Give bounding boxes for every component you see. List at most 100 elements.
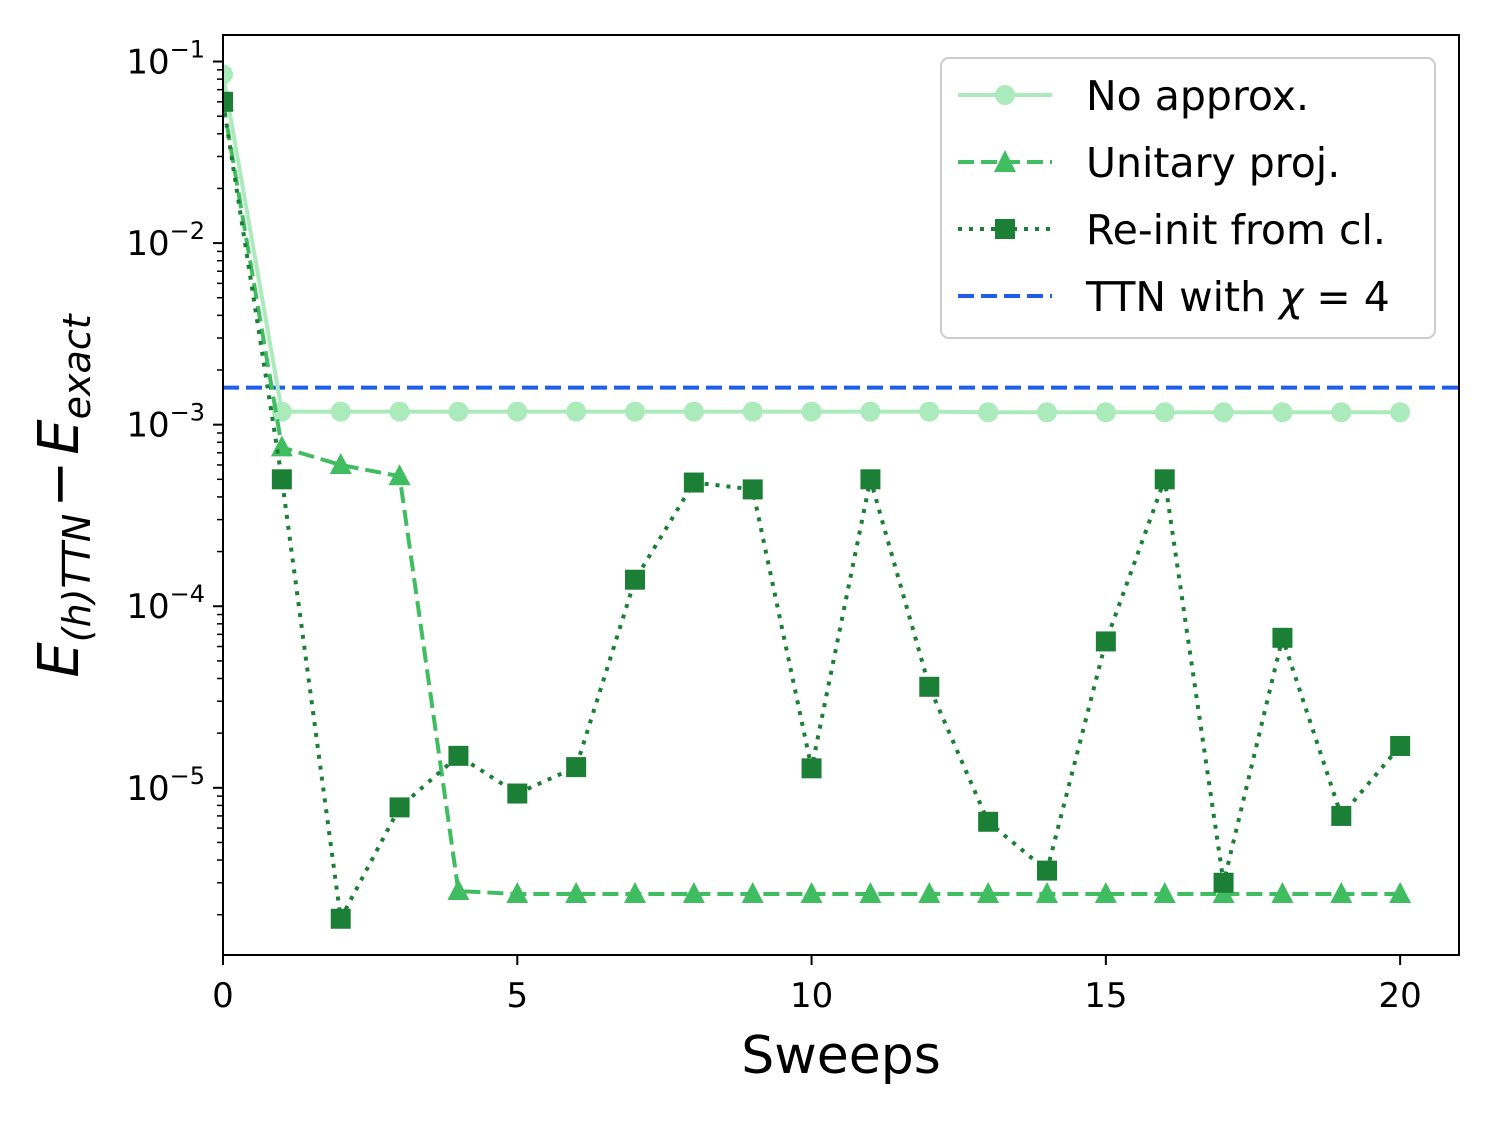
point-no-approx-11 (860, 401, 881, 422)
point-reinit-18 (1272, 627, 1293, 648)
point-unitary-proj-15 (1094, 882, 1117, 904)
point-reinit-4 (448, 745, 469, 766)
point-no-approx-19 (1331, 402, 1352, 423)
legend: No approx. Unitary proj. Re-init from cl… (940, 57, 1436, 339)
point-reinit-7 (625, 569, 645, 590)
axes-frame (222, 34, 1460, 956)
point-unitary-proj-2 (329, 452, 352, 474)
point-no-approx-8 (683, 401, 704, 422)
point-reinit-15 (1095, 631, 1116, 652)
point-reinit-9 (742, 479, 763, 500)
point-reinit-8 (683, 472, 704, 493)
legend-label-reinit: Re-init from cl. (1086, 206, 1386, 254)
x-tick-label-15: 15 (1084, 976, 1127, 1016)
legend-box (940, 57, 1436, 339)
point-no-approx-17 (1213, 402, 1234, 423)
point-no-approx-20 (1390, 402, 1411, 423)
legend-ttn-chi: χ (1277, 273, 1305, 321)
point-reinit-12 (919, 676, 940, 697)
legend-item-unitary-proj: Unitary proj. (958, 139, 1340, 187)
legend-label-unitary-proj: Unitary proj. (1086, 139, 1340, 187)
point-reinit-13 (978, 811, 999, 832)
point-no-approx-12 (919, 401, 940, 422)
y-title-base2: E (27, 419, 92, 455)
point-reinit-6 (566, 757, 587, 778)
x-tick-label-10: 10 (790, 976, 833, 1016)
point-unitary-proj-9 (741, 882, 764, 904)
plot-series (223, 64, 1459, 929)
legend-item-reinit: Re-init from cl. (958, 206, 1386, 254)
y-title-base: E (27, 642, 92, 678)
y-tick-label-0: 10−1 (126, 36, 205, 83)
point-unitary-proj-18 (1271, 882, 1294, 904)
point-reinit-10 (801, 758, 822, 779)
point-no-approx-3 (389, 401, 410, 422)
legend-item-ttn-chi4: TTN with χ = 4 (958, 273, 1390, 321)
legend-marker-triangle (994, 150, 1016, 172)
point-no-approx-0 (223, 64, 233, 85)
x-axis-title: Sweeps (741, 1026, 941, 1086)
point-reinit-2 (330, 908, 351, 929)
legend-marker-circle (995, 85, 1015, 105)
legend-label-no-approx: No approx. (1086, 72, 1309, 120)
point-no-approx-10 (801, 401, 822, 422)
legend-ttn-suffix: = 4 (1303, 273, 1390, 321)
point-reinit-20 (1390, 735, 1411, 756)
point-unitary-proj-19 (1330, 882, 1353, 904)
point-unitary-proj-3 (388, 464, 411, 486)
point-no-approx-14 (1037, 402, 1057, 423)
point-reinit-19 (1331, 805, 1352, 826)
point-unitary-proj-7 (624, 882, 646, 904)
series-reinit (223, 91, 1411, 929)
y-axis: 10−1 10−2 10−3 10−4 10−5 (126, 36, 223, 916)
plot-area (223, 64, 1459, 929)
legend-item-no-approx: No approx. (958, 72, 1309, 120)
point-no-approx-18 (1272, 402, 1293, 423)
point-reinit-14 (1037, 860, 1057, 881)
point-reinit-17 (1213, 872, 1234, 893)
y-title-sub1: (h)TTN (55, 514, 99, 643)
y-tick-label-1: 10−2 (126, 217, 205, 264)
y-tick-label-4: 10−5 (126, 762, 205, 809)
x-tick-label-5: 5 (506, 976, 528, 1016)
point-reinit-5 (507, 783, 528, 804)
point-no-approx-7 (625, 401, 645, 422)
point-reinit-11 (860, 469, 881, 490)
point-unitary-proj-13 (977, 882, 1000, 904)
y-tick-label-3: 10−4 (126, 580, 205, 627)
point-unitary-proj-20 (1389, 882, 1412, 904)
point-unitary-proj-5 (506, 882, 529, 904)
point-no-approx-4 (448, 401, 469, 422)
y-tick-label-2: 10−3 (126, 399, 205, 446)
point-no-approx-5 (507, 401, 528, 422)
y-title-sub2: exact (55, 312, 99, 419)
point-unitary-proj-8 (682, 882, 705, 904)
point-no-approx-16 (1154, 402, 1175, 423)
point-unitary-proj-6 (565, 882, 588, 904)
series-no-approx (223, 64, 1411, 423)
y-axis-title: E(h)TTN−Eexact (27, 312, 99, 677)
point-no-approx-9 (742, 401, 763, 422)
point-reinit-0 (223, 91, 233, 112)
point-unitary-proj-11 (859, 882, 882, 904)
point-unitary-proj-16 (1153, 882, 1176, 904)
legend-marker-square (995, 219, 1015, 239)
point-no-approx-13 (978, 402, 999, 423)
legend-ttn-prefix: TTN with (1085, 273, 1279, 321)
point-unitary-proj-10 (800, 882, 823, 904)
legend-label-ttn-chi4: TTN with χ = 4 (1085, 273, 1390, 321)
point-no-approx-15 (1095, 402, 1116, 423)
point-no-approx-2 (330, 401, 351, 422)
x-tick-label-20: 20 (1379, 976, 1422, 1016)
point-reinit-3 (389, 797, 410, 818)
y-title-minus: − (27, 461, 92, 508)
x-tick-label-0: 0 (212, 976, 234, 1016)
point-no-approx-6 (566, 401, 587, 422)
point-unitary-proj-12 (918, 882, 941, 904)
x-axis: 0 5 10 15 20 (212, 955, 1422, 1016)
point-unitary-proj-4 (447, 879, 470, 901)
point-reinit-16 (1154, 469, 1175, 490)
point-unitary-proj-14 (1036, 882, 1058, 904)
point-reinit-1 (271, 469, 292, 490)
